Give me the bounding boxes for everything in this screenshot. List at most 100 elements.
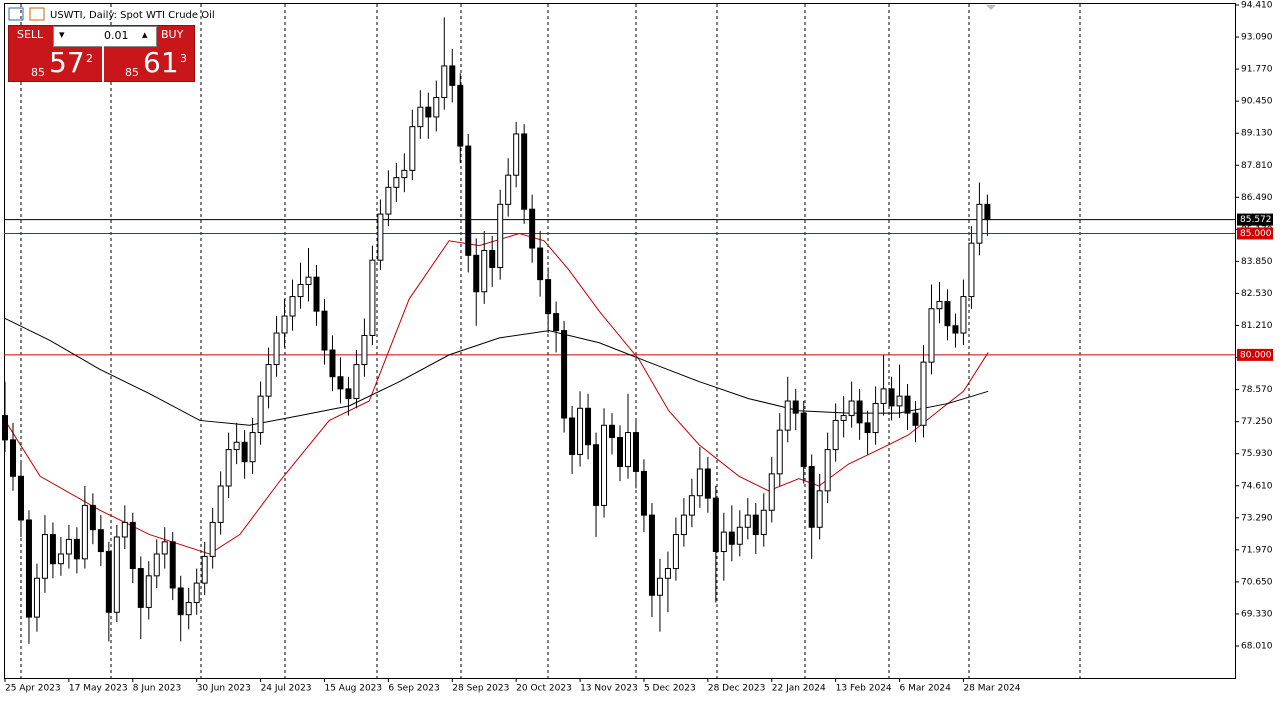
candle-body: [137, 568, 144, 608]
shift-marker: [986, 5, 996, 10]
candle-body: [760, 509, 767, 536]
buy-button[interactable]: BUY: [161, 28, 184, 41]
candle-body: [680, 514, 687, 536]
y-tick-label: 78.570: [1241, 385, 1273, 395]
candle-body: [920, 361, 927, 426]
candle-body: [976, 203, 983, 244]
candle-body: [816, 490, 823, 528]
level-label-box: [1237, 227, 1273, 240]
volume-box[interactable]: ▾ 0.01 ▴: [53, 26, 157, 47]
volume: 0.01: [104, 29, 129, 42]
candle-body: [185, 602, 192, 616]
level-label: 85.000: [1240, 229, 1272, 239]
candle-body: [696, 468, 703, 497]
candle-body: [609, 424, 616, 438]
candle-body: [233, 441, 240, 451]
candle-body: [41, 534, 48, 579]
candle-body: [744, 514, 751, 528]
candle-body: [265, 364, 272, 397]
level-label-box: [1237, 348, 1273, 361]
candle-body: [800, 412, 807, 468]
candle-body: [9, 439, 16, 477]
candle-body: [57, 553, 64, 565]
y-tick-label: 87.810: [1241, 161, 1273, 171]
candle-body: [89, 504, 96, 531]
candle-body: [289, 296, 296, 317]
candle-body: [529, 208, 536, 249]
candle-body: [417, 106, 424, 128]
candle-body: [912, 412, 919, 426]
x-tick-label: 22 Jan 2024: [772, 684, 826, 694]
chart-icon[interactable]: [29, 7, 45, 21]
candle-body: [864, 422, 871, 434]
candle-body: [720, 531, 727, 553]
candle-body: [960, 296, 967, 334]
candle-body: [896, 395, 903, 407]
y-tick-label: 74.610: [1241, 481, 1273, 491]
y-tick-label: 70.650: [1241, 577, 1273, 587]
candle-body: [297, 283, 304, 298]
candle-body: [161, 541, 168, 555]
candle-body: [49, 534, 56, 565]
candle-body: [968, 242, 975, 298]
level-label: 80.000: [1240, 350, 1272, 360]
sell-price-small: 2: [86, 52, 93, 65]
x-tick-label: 13 Feb 2024: [836, 684, 892, 694]
candle-body: [153, 553, 160, 577]
candle-body: [936, 300, 943, 310]
candle-body: [728, 531, 735, 545]
candle-body: [273, 332, 280, 366]
sell-button[interactable]: SELL: [17, 28, 44, 41]
candle-body: [872, 402, 879, 434]
x-tick-label: 20 Oct 2023: [516, 684, 572, 694]
trade-panel: SELL ▾ 0.01 ▴ BUY 85 57 2 85 61 3: [8, 25, 195, 82]
candle-body: [33, 577, 40, 618]
candle-body: [217, 485, 224, 523]
buy-price-small: 3: [180, 52, 187, 65]
candle-body: [593, 444, 600, 506]
candle-body: [353, 364, 360, 400]
x-tick-label: 13 Nov 2023: [580, 684, 638, 694]
candle-body: [656, 577, 663, 596]
y-tick-label: 71.970: [1241, 545, 1273, 555]
y-tick-label: 81.210: [1241, 321, 1273, 331]
candle-body: [305, 276, 312, 285]
candle-body: [585, 407, 592, 446]
buy-price-main: 61: [143, 46, 179, 79]
candle-body: [952, 325, 959, 334]
candle-body: [441, 65, 448, 99]
candle-body: [577, 407, 584, 455]
candle-body: [784, 400, 791, 431]
candle-body: [553, 313, 560, 332]
x-tick-label: 15 Aug 2023: [324, 684, 382, 694]
candle-body: [65, 538, 72, 555]
candle-body: [145, 575, 152, 608]
moving-average: [4, 318, 989, 426]
candle-body: [481, 249, 488, 293]
x-tick-label: 25 Apr 2023: [5, 684, 61, 694]
y-tick-label: 89.130: [1241, 129, 1273, 139]
candle-body: [824, 449, 831, 492]
candle-body: [169, 541, 176, 589]
candle-body: [433, 97, 440, 118]
candle-body: [113, 536, 120, 613]
y-tick-label: 91.770: [1241, 65, 1273, 75]
candle-body: [752, 514, 759, 536]
menu-icon[interactable]: [8, 7, 24, 21]
candle-body: [337, 376, 344, 390]
y-tick-label: 73.290: [1241, 513, 1273, 523]
candle-body: [249, 432, 256, 463]
candle-body: [377, 213, 384, 261]
candle-body: [768, 473, 775, 511]
candle-body: [17, 475, 24, 521]
candle-body: [369, 259, 376, 336]
candle-body: [313, 276, 320, 312]
candle-body: [209, 521, 216, 557]
y-tick-label: 82.530: [1241, 289, 1273, 299]
y-tick-label: 86.490: [1241, 193, 1273, 203]
candle-body: [840, 415, 847, 421]
level-label-box: [1237, 213, 1273, 226]
candle-body: [177, 587, 184, 616]
y-tick-label: 69.330: [1241, 609, 1273, 619]
symbol-title: USWTI, Daily: Spot WTI Crude Oil: [50, 10, 215, 21]
